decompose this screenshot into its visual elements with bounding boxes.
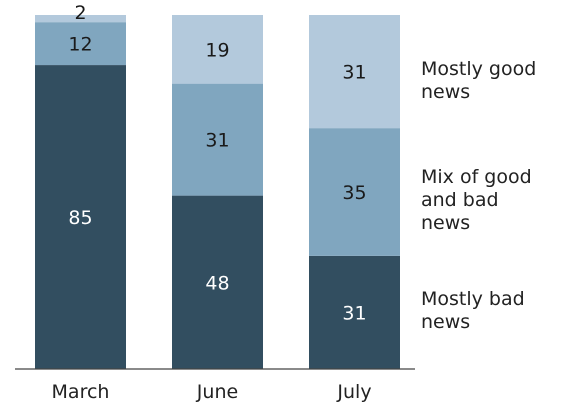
value-label-july-s2: 31 bbox=[342, 62, 366, 84]
bars-group: 85 12 2 48 31 19 31 35 31 bbox=[35, 2, 400, 369]
bar-segment-july-s2 bbox=[309, 15, 400, 129]
bar-segment-june-s1 bbox=[172, 83, 263, 196]
legend-line: Mostly bad bbox=[421, 288, 525, 310]
legend-line: Mix of good bbox=[421, 166, 532, 188]
bar-segment-july-s1 bbox=[309, 128, 400, 256]
value-label-june-s2: 19 bbox=[205, 39, 229, 61]
legend-entry-s1: Mix of good and bad news bbox=[421, 166, 532, 234]
bar-segment-march-s2 bbox=[35, 15, 126, 23]
legend-entry-s0: Mostly bad news bbox=[421, 288, 525, 333]
legend-line: and bad bbox=[421, 189, 499, 211]
bar-segment-march-s0 bbox=[35, 65, 126, 369]
value-label-june-s0: 48 bbox=[205, 272, 229, 294]
legend-line: news bbox=[421, 311, 470, 333]
category-labels: March June July bbox=[52, 381, 372, 403]
bar-segment-june-s0 bbox=[172, 195, 263, 369]
legend-line: Mostly good bbox=[421, 58, 536, 80]
legend-line: news bbox=[421, 212, 470, 234]
category-label-march: March bbox=[52, 381, 110, 403]
legend-line: news bbox=[421, 81, 470, 103]
legend-entry-s2: Mostly good news bbox=[421, 58, 536, 103]
value-label-july-s0: 31 bbox=[342, 302, 366, 324]
value-label-march-s0: 85 bbox=[68, 207, 92, 229]
value-label-march-s1: 12 bbox=[68, 34, 92, 56]
value-label-march-s2: 2 bbox=[74, 2, 86, 24]
bar-segment-march-s1 bbox=[35, 22, 126, 66]
bar-segment-july-s0 bbox=[309, 255, 400, 369]
value-label-june-s1: 31 bbox=[205, 130, 229, 152]
category-label-july: July bbox=[336, 381, 371, 403]
category-label-june: June bbox=[196, 381, 238, 403]
value-label-july-s1: 35 bbox=[342, 182, 366, 204]
bar-segment-june-s2 bbox=[172, 15, 263, 84]
